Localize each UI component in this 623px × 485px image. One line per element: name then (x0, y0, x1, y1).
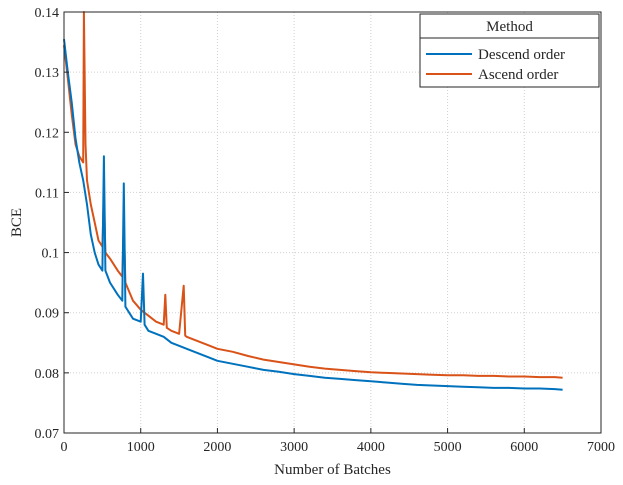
series-line-ascend-order (63, 11, 563, 379)
x-tick-label: 0 (61, 440, 68, 455)
legend-label-ascend-order: Ascend order (478, 67, 558, 83)
y-axis-label: BCE (9, 208, 25, 237)
y-tick-label: 0.08 (35, 367, 60, 382)
y-tick-label: 0.1 (42, 247, 60, 262)
y-tick-label: 0.11 (35, 186, 59, 201)
series-line-descend-order (63, 38, 563, 391)
x-tick-label: 1000 (127, 440, 155, 455)
series-layer (63, 11, 563, 391)
x-tick-label: 4000 (357, 440, 385, 455)
x-tick-label: 2000 (203, 440, 231, 455)
x-tick-label: 7000 (587, 440, 615, 455)
x-tick-label: 5000 (434, 440, 462, 455)
x-tick-label: 3000 (280, 440, 308, 455)
x-tick-label: 6000 (510, 440, 538, 455)
y-tick-label: 0.07 (35, 427, 60, 442)
y-tick-label: 0.09 (35, 307, 60, 322)
legend-title: Method (486, 19, 533, 35)
legend-label-descend-order: Descend order (478, 47, 565, 63)
axes-frame (63, 11, 602, 434)
x-axis-label: Number of Batches (274, 462, 391, 478)
axis-ticks: 0 1000 2000 3000 4000 5000 6000 7000 0.07 0.08 0.0… (35, 6, 616, 455)
y-tick-label: 0.13 (35, 66, 60, 81)
y-tick-label: 0.12 (35, 126, 60, 141)
legend: Method Descend order Ascend order (419, 13, 600, 88)
y-tick-label: 0.14 (35, 6, 60, 21)
